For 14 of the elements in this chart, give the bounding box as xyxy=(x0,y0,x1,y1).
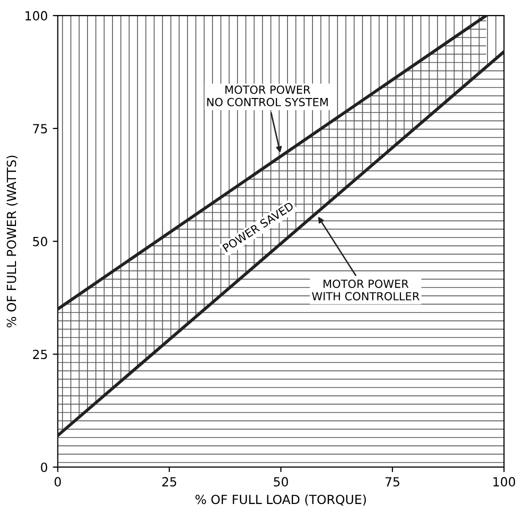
x-tick-label: 75 xyxy=(386,477,400,486)
y-tick-label: 25 xyxy=(33,350,47,360)
y-tick-label: 100 xyxy=(26,11,48,20)
y-axis-title: % OF FULL POWER (WATTS) xyxy=(6,156,18,328)
x-tick-label: 100 xyxy=(493,477,516,486)
x-tick-label: 25 xyxy=(162,477,176,486)
x-tick-label: 50 xyxy=(274,477,288,486)
x-tick-label: 0 xyxy=(54,477,61,486)
y-tick-label: 0 xyxy=(40,462,48,472)
annotation: MOTOR POWER NO CONTROL SYSTEM xyxy=(207,85,328,106)
x-axis-title: % OF FULL LOAD (TORQUE) xyxy=(195,494,366,506)
y-tick-label: 50 xyxy=(33,236,48,246)
y-tick-label: 75 xyxy=(33,124,47,134)
annotation: MOTOR POWER WITH CONTROLLER xyxy=(312,280,420,300)
